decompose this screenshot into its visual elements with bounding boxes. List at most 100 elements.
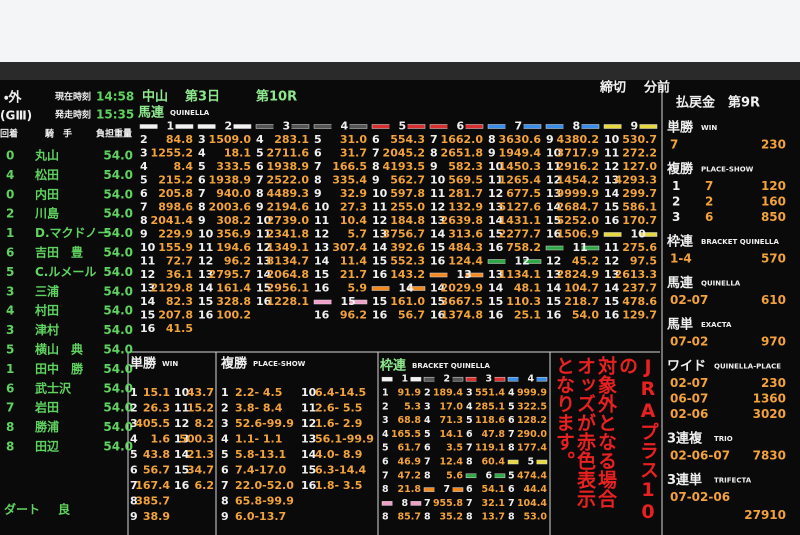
bet-type-en: EXACTA bbox=[701, 321, 732, 329]
frame-tag-bg bbox=[389, 281, 408, 296]
frame-tag-bg bbox=[563, 241, 582, 255]
panel-title-en: PLACE-SHOW bbox=[253, 360, 306, 368]
odds: 56.7 bbox=[143, 464, 170, 477]
pair-number: 3 bbox=[424, 401, 431, 412]
pair-number: 16 bbox=[604, 214, 620, 227]
bet-type-en: TRIO bbox=[714, 435, 733, 443]
pair-number: 7 bbox=[372, 147, 380, 160]
odds: 61.7 bbox=[398, 443, 421, 454]
pair-number: 15 bbox=[488, 228, 503, 241]
odds: 1662.0 bbox=[441, 133, 484, 146]
odds: 5252.0 bbox=[557, 214, 600, 227]
odds: 290.0 bbox=[517, 429, 547, 440]
odds: 54.0 bbox=[572, 309, 599, 322]
payout-title: 払戻金 bbox=[676, 95, 716, 111]
combination: 1-4 bbox=[670, 252, 692, 266]
odds: 229.9 bbox=[158, 228, 193, 241]
pair-number: 16 bbox=[546, 228, 562, 241]
pair-number: 6 bbox=[256, 160, 264, 173]
pair-number: 16 bbox=[430, 255, 446, 268]
payout-amount: 850 bbox=[761, 210, 786, 224]
frame-tag-bg bbox=[518, 372, 537, 387]
pair-number: 8 bbox=[424, 470, 431, 481]
pair-number: 6 bbox=[140, 187, 148, 200]
jockey: 津村 bbox=[35, 322, 59, 337]
combination: 02-07 bbox=[670, 293, 708, 307]
odds: 45.2 bbox=[572, 255, 599, 268]
combination: 02-06 bbox=[670, 407, 708, 421]
pair-number: 13 bbox=[604, 268, 619, 281]
odds: 6.2 bbox=[195, 479, 215, 492]
panel-title-en: WIN bbox=[162, 360, 178, 368]
odds: 1349.1 bbox=[267, 241, 309, 254]
weight: 54.0 bbox=[103, 304, 133, 318]
post-number: 5 bbox=[6, 265, 14, 279]
pair-number: 11 bbox=[430, 187, 445, 200]
odds: 44.4 bbox=[524, 484, 548, 495]
odds: 25.1 bbox=[514, 309, 541, 322]
pair-number: 4 bbox=[256, 133, 264, 146]
pair-number: 13 bbox=[546, 268, 561, 281]
odds: 308.2 bbox=[216, 214, 251, 227]
now-time: 14:58 bbox=[96, 90, 134, 104]
pair-number: 11 bbox=[140, 255, 155, 268]
horse-number: 3 bbox=[130, 417, 138, 430]
odds: 84.8 bbox=[166, 133, 193, 146]
odds: 1255.2 bbox=[151, 147, 193, 160]
odds: 14.1 bbox=[440, 429, 463, 440]
pair-number: 14 bbox=[430, 228, 446, 241]
pair-number: 6 bbox=[508, 484, 515, 495]
pair-number: 15 bbox=[430, 241, 445, 254]
odds: 758.2 bbox=[506, 241, 541, 254]
pair-number: 14 bbox=[604, 187, 620, 200]
pair-number: 3 bbox=[466, 388, 473, 399]
odds: 12.4 bbox=[440, 457, 464, 468]
weight: 54.0 bbox=[103, 226, 133, 240]
pair-number: 13 bbox=[546, 187, 561, 200]
pair-number: 8 bbox=[198, 201, 206, 214]
odds: 127.0 bbox=[622, 160, 657, 173]
payout-amount: 160 bbox=[761, 195, 786, 209]
odds: 299.7 bbox=[622, 187, 657, 200]
column-number: 12 bbox=[515, 255, 530, 268]
pair-number: 7 bbox=[198, 187, 206, 200]
horse-number: 6 bbox=[705, 210, 713, 224]
odds: 2639.8 bbox=[441, 214, 483, 227]
pair-number: 6 bbox=[466, 429, 473, 440]
pair-number: 11 bbox=[372, 201, 387, 214]
bet-type: 枠連 bbox=[667, 234, 693, 250]
bet-type: 馬単 bbox=[667, 317, 693, 333]
pair-number: 12 bbox=[604, 160, 619, 173]
pair-number: 13 bbox=[372, 228, 387, 241]
horse-number: 16 bbox=[301, 479, 317, 492]
column-number: 7 bbox=[515, 120, 523, 133]
matrix-title-en: BRACKET QUINELLA bbox=[412, 362, 490, 370]
grade: (GⅢ) bbox=[0, 109, 32, 123]
pair-number: 16 bbox=[256, 295, 272, 308]
odds: 91.9 bbox=[398, 388, 421, 399]
bet-type-en: TRIFECTA bbox=[714, 477, 752, 485]
pair-number: 10 bbox=[372, 187, 388, 200]
column-number: 5 bbox=[399, 120, 407, 133]
odds: 255.0 bbox=[390, 201, 425, 214]
column-number: 6 bbox=[457, 120, 465, 133]
pair-number: 12 bbox=[488, 187, 503, 200]
column-number: 5 bbox=[528, 457, 535, 468]
pair-number: 4 bbox=[424, 415, 431, 426]
odds: 484.3 bbox=[448, 241, 483, 254]
weight: 54.0 bbox=[103, 401, 133, 415]
odds: 129.7 bbox=[622, 309, 657, 322]
pair-number: 5 bbox=[424, 429, 431, 440]
pair-number: 12 bbox=[140, 268, 155, 281]
odds: 2.2- 4.5 bbox=[235, 386, 282, 399]
horse-number: 9 bbox=[221, 510, 229, 523]
odds: 2129.8 bbox=[151, 282, 193, 295]
odds: 35.2 bbox=[440, 512, 463, 523]
pair-number: 10 bbox=[314, 201, 330, 214]
odds: 194.6 bbox=[216, 241, 251, 254]
odds: 53.0 bbox=[524, 512, 548, 523]
horse-number: 15 bbox=[174, 464, 189, 477]
odds: 165.5 bbox=[391, 429, 421, 440]
sky bbox=[0, 0, 800, 62]
jockey: D.マクドノー bbox=[35, 226, 109, 240]
